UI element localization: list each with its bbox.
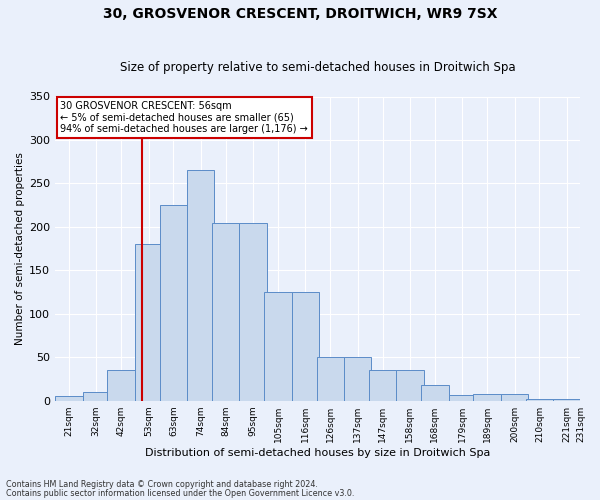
Bar [501, 394, 528, 400]
Bar [344, 357, 371, 401]
Bar [369, 370, 396, 400]
Bar [421, 385, 449, 400]
Bar [553, 399, 581, 400]
Text: 30, GROSVENOR CRESCENT, DROITWICH, WR9 7SX: 30, GROSVENOR CRESCENT, DROITWICH, WR9 7… [103, 8, 497, 22]
Title: Size of property relative to semi-detached houses in Droitwich Spa: Size of property relative to semi-detach… [120, 62, 515, 74]
Bar [55, 396, 83, 400]
Bar [449, 394, 476, 400]
Bar [212, 222, 239, 400]
Text: 30 GROSVENOR CRESCENT: 56sqm
← 5% of semi-detached houses are smaller (65)
94% o: 30 GROSVENOR CRESCENT: 56sqm ← 5% of sem… [61, 101, 308, 134]
X-axis label: Distribution of semi-detached houses by size in Droitwich Spa: Distribution of semi-detached houses by … [145, 448, 491, 458]
Bar [264, 292, 292, 401]
Bar [396, 370, 424, 400]
Bar [83, 392, 110, 400]
Bar [526, 399, 553, 400]
Bar [107, 370, 135, 400]
Bar [160, 205, 187, 400]
Bar [317, 357, 344, 401]
Text: Contains HM Land Registry data © Crown copyright and database right 2024.: Contains HM Land Registry data © Crown c… [6, 480, 318, 489]
Bar [135, 244, 162, 400]
Bar [292, 292, 319, 401]
Bar [187, 170, 214, 400]
Bar [239, 222, 267, 400]
Text: Contains public sector information licensed under the Open Government Licence v3: Contains public sector information licen… [6, 488, 355, 498]
Y-axis label: Number of semi-detached properties: Number of semi-detached properties [15, 152, 25, 345]
Bar [473, 394, 501, 400]
